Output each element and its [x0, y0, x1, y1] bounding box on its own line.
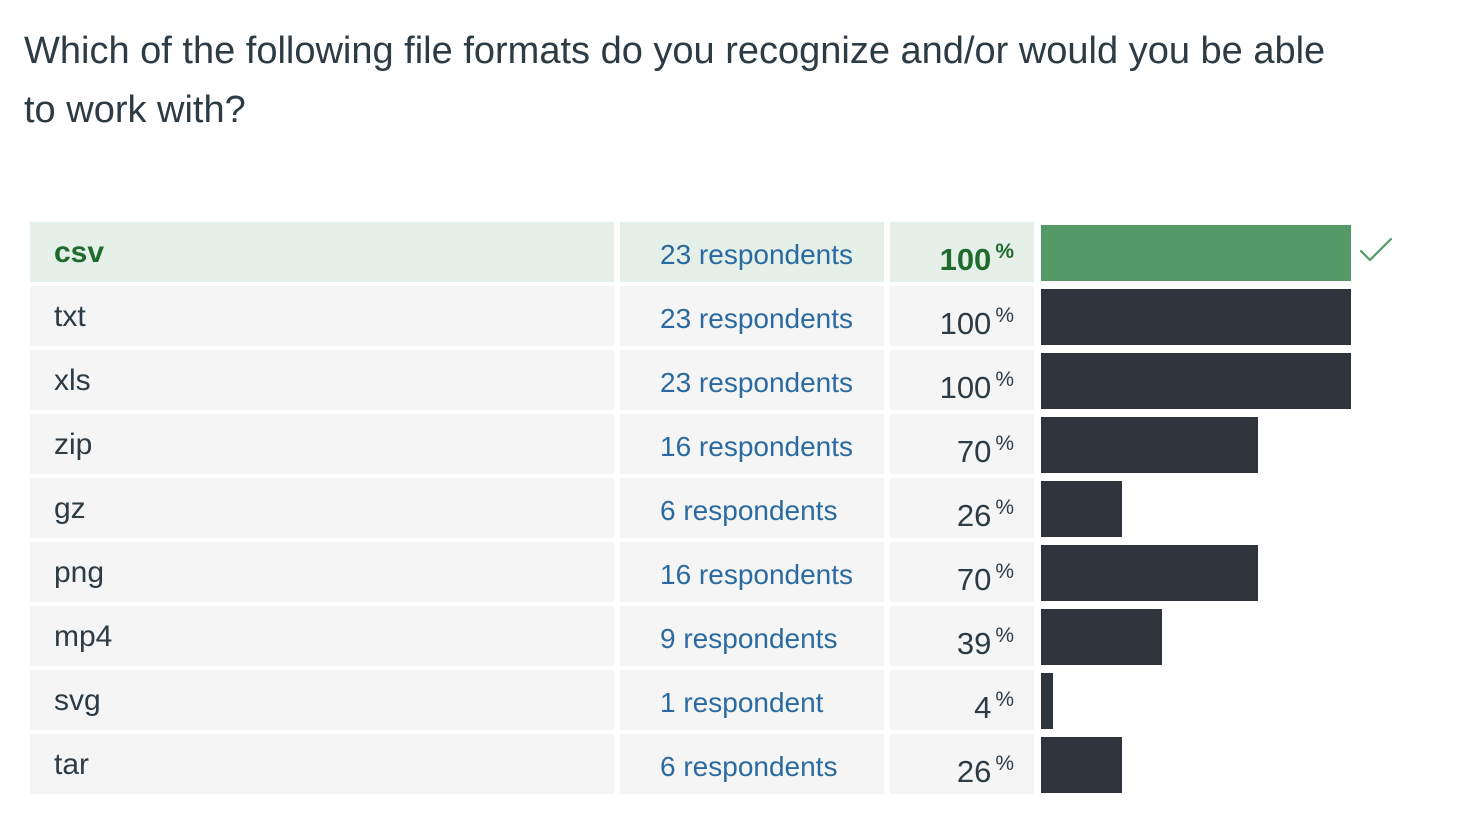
percent-symbol: % — [995, 240, 1014, 263]
percent-value: 39 — [956, 626, 992, 661]
answer-cell: gz — [30, 478, 614, 538]
response-bar — [1041, 481, 1122, 537]
response-bar — [1041, 673, 1053, 729]
answer-label: gz — [54, 492, 86, 525]
respondent-count-link[interactable]: 9 respondents — [660, 623, 838, 654]
percent-value: 100 — [939, 370, 992, 405]
percent-value: 26 — [956, 754, 992, 789]
answer-label: csv — [54, 236, 105, 269]
question-title: Which of the following file formats do y… — [24, 30, 1326, 131]
percent-symbol: % — [995, 368, 1014, 391]
answer-cell: png — [30, 542, 614, 602]
percent-symbol: % — [995, 688, 1014, 711]
answer-row: png 16 respondents 70% — [30, 542, 1450, 602]
percent-cell: 100% — [890, 222, 1034, 282]
answer-cell: zip — [30, 414, 614, 474]
percent-cell: 100% — [890, 350, 1034, 410]
percent-cell: 100% — [890, 286, 1034, 346]
percent-symbol: % — [995, 560, 1014, 583]
answer-label: zip — [54, 428, 93, 461]
percent-cell: 26% — [890, 478, 1034, 538]
response-bar — [1041, 737, 1122, 793]
percent-cell: 39% — [890, 606, 1034, 666]
answer-label: txt — [54, 300, 86, 333]
answer-row: tar 6 respondents 26% — [30, 734, 1450, 794]
percent-symbol: % — [995, 752, 1014, 775]
percent-value: 70 — [956, 562, 992, 597]
respondent-count-cell: 9 respondents — [620, 606, 884, 666]
bar-track — [1041, 737, 1351, 793]
percent-value: 70 — [956, 434, 992, 469]
answer-row: zip 16 respondents 70% — [30, 414, 1450, 474]
bar-track — [1041, 481, 1351, 537]
answer-label: svg — [54, 684, 101, 717]
response-bar — [1041, 289, 1351, 345]
respondent-count-cell: 6 respondents — [620, 478, 884, 538]
answer-cell: txt — [30, 286, 614, 346]
answer-label: tar — [54, 748, 90, 781]
respondent-count-link[interactable]: 23 respondents — [660, 303, 854, 334]
bar-track — [1041, 225, 1351, 281]
answer-label: png — [54, 556, 105, 589]
response-bar — [1041, 225, 1351, 281]
respondent-count-cell: 23 respondents — [620, 286, 884, 346]
answer-cell: xls — [30, 350, 614, 410]
respondent-count-cell: 16 respondents — [620, 542, 884, 602]
bar-track — [1041, 417, 1351, 473]
answer-cell: mp4 — [30, 606, 614, 666]
respondent-count-link[interactable]: 1 respondent — [660, 687, 824, 718]
respondent-count-cell: 6 respondents — [620, 734, 884, 794]
check-icon — [1359, 237, 1393, 262]
answer-label: xls — [54, 364, 91, 397]
respondent-count-link[interactable]: 6 respondents — [660, 495, 838, 526]
percent-value: 100 — [939, 242, 992, 277]
percent-symbol: % — [995, 496, 1014, 519]
bar-track — [1041, 545, 1351, 601]
response-bar — [1041, 545, 1258, 601]
bar-track — [1041, 289, 1351, 345]
response-bar — [1041, 609, 1162, 665]
percent-value: 26 — [956, 498, 992, 533]
respondent-count-link[interactable]: 6 respondents — [660, 751, 838, 782]
answer-cell: svg — [30, 670, 614, 730]
bar-track — [1041, 353, 1351, 409]
percent-cell: 26% — [890, 734, 1034, 794]
respondent-count-link[interactable]: 16 respondents — [660, 431, 854, 462]
bar-track — [1041, 673, 1351, 729]
answer-row: mp4 9 respondents 39% — [30, 606, 1450, 666]
percent-symbol: % — [995, 624, 1014, 647]
percent-symbol: % — [995, 432, 1014, 455]
answer-row: txt 23 respondents 100% — [30, 286, 1450, 346]
answer-row: gz 6 respondents 26% — [30, 478, 1450, 538]
answer-row: svg 1 respondent 4% — [30, 670, 1450, 730]
percent-cell: 70% — [890, 414, 1034, 474]
percent-cell: 70% — [890, 542, 1034, 602]
respondent-count-link[interactable]: 23 respondents — [660, 367, 854, 398]
percent-value: 100 — [939, 306, 992, 341]
respondent-count-link[interactable]: 16 respondents — [660, 559, 854, 590]
percent-cell: 4% — [890, 670, 1034, 730]
respondent-count-cell: 1 respondent — [620, 670, 884, 730]
respondent-count-cell: 16 respondents — [620, 414, 884, 474]
response-bar — [1041, 417, 1258, 473]
answer-cell: csv — [30, 222, 614, 282]
bar-track — [1041, 609, 1351, 665]
percent-symbol: % — [995, 304, 1014, 327]
percent-value: 4 — [974, 690, 992, 725]
respondent-count-link[interactable]: 23 respondents — [660, 239, 854, 270]
answer-row: xls 23 respondents 100% — [30, 350, 1450, 410]
answer-label: mp4 — [54, 620, 113, 653]
response-bar — [1041, 353, 1351, 409]
respondent-count-cell: 23 respondents — [620, 222, 884, 282]
answer-row: csv 23 respondents 100% — [30, 222, 1450, 282]
answer-cell: tar — [30, 734, 614, 794]
respondent-count-cell: 23 respondents — [620, 350, 884, 410]
